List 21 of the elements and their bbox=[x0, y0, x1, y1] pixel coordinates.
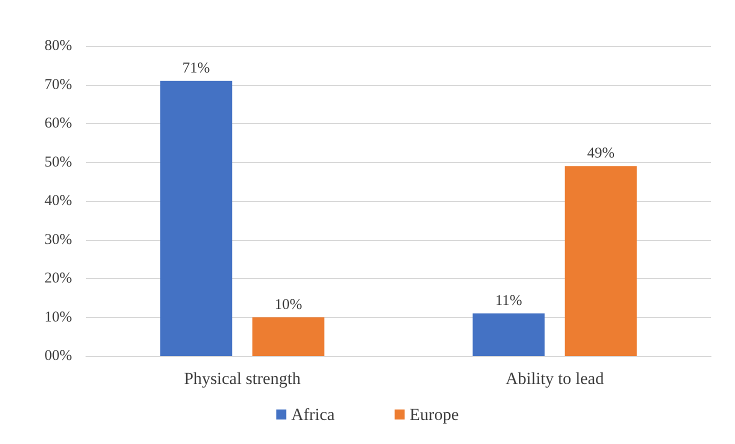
y-tick-label: 10% bbox=[44, 309, 72, 326]
data-label: 49% bbox=[587, 146, 615, 162]
y-tick-label: 00% bbox=[44, 348, 72, 364]
y-tick-label: 20% bbox=[44, 270, 72, 286]
y-tick-label: 40% bbox=[44, 193, 72, 209]
legend-label: Africa bbox=[291, 405, 336, 424]
y-tick-label: 50% bbox=[44, 154, 72, 170]
bar bbox=[564, 166, 637, 356]
y-tick-label: 70% bbox=[44, 76, 72, 93]
x-tick-label: Physical strength bbox=[184, 369, 302, 388]
y-tick-label: 80% bbox=[44, 38, 72, 54]
data-label: 11% bbox=[495, 292, 522, 309]
y-tick-label: 60% bbox=[44, 116, 72, 132]
legend-label: Europe bbox=[410, 405, 459, 424]
data-label: 71% bbox=[182, 60, 210, 76]
bar bbox=[160, 80, 232, 356]
y-tick-label: 30% bbox=[44, 232, 72, 248]
bar bbox=[472, 313, 545, 356]
data-label: 10% bbox=[274, 296, 302, 313]
bar bbox=[252, 317, 324, 356]
x-tick-label: Ability to lead bbox=[506, 369, 604, 388]
